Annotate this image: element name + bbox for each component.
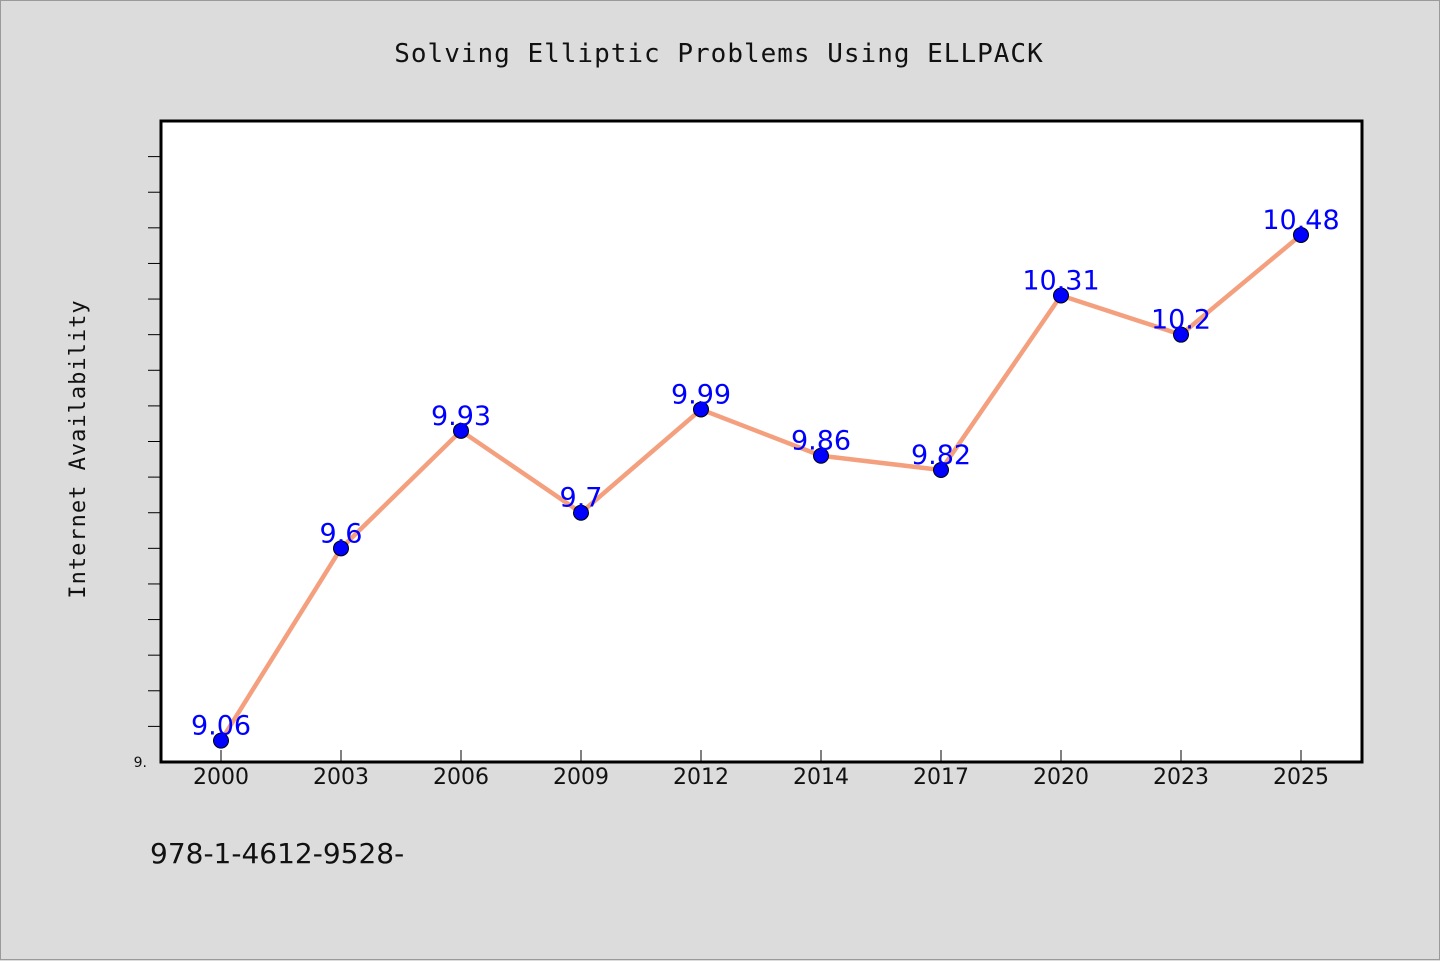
plot-area — [159, 119, 1364, 764]
x-tick-label: 2006 — [433, 765, 489, 790]
data-point — [573, 504, 589, 521]
data-point — [813, 447, 829, 464]
data-point — [333, 540, 349, 557]
data-label: 9.6 — [320, 518, 363, 549]
x-tick-label: 2023 — [1153, 765, 1209, 790]
data-point — [1293, 226, 1309, 243]
x-axis-ticks: 2000 2003 2006 2009 2012 2014 2017 2020 2023 2025 — [193, 750, 1329, 790]
x-tick-label: 2025 — [1273, 765, 1329, 790]
data-label: 9.82 — [911, 440, 971, 471]
data-point — [1173, 326, 1189, 343]
data-label: 9.7 — [560, 483, 603, 514]
data-point — [213, 732, 229, 749]
x-tick-label: 2003 — [313, 765, 369, 790]
data-label: 9.99 — [671, 379, 731, 410]
data-label: 9.06 — [191, 711, 251, 742]
footer-isbn-text: 978-1-4612-9528- — [150, 837, 404, 870]
x-tick-label: 2014 — [793, 765, 849, 790]
chart-title: Solving Elliptic Problems Using ELLPACK — [394, 39, 1043, 69]
data-points-layer — [213, 226, 1309, 749]
data-label: 9.93 — [431, 401, 491, 432]
data-point — [933, 461, 949, 478]
y-axis-label: Internet Availability — [66, 299, 91, 598]
data-point — [1053, 287, 1069, 304]
data-point — [453, 422, 469, 439]
data-label: 9.86 — [791, 426, 851, 457]
data-labels-layer: 9.06 9.6 9.93 9.7 9.99 9.86 9.82 10.31 10.2 10.48 — [191, 205, 1340, 742]
y-tick-label: 9. — [134, 755, 147, 771]
x-tick-label: 2017 — [913, 765, 969, 790]
x-tick-label: 2012 — [673, 765, 729, 790]
series-line — [218, 232, 1304, 743]
x-tick-label: 2020 — [1033, 765, 1089, 790]
data-point — [693, 401, 709, 418]
data-label: 10.48 — [1262, 205, 1339, 236]
y-axis-ticks: 9. — [134, 156, 160, 771]
data-label: 10.31 — [1022, 265, 1099, 296]
data-label: 10.2 — [1151, 305, 1211, 336]
x-tick-label: 2009 — [553, 765, 609, 790]
series-line-layer — [218, 232, 1304, 743]
x-tick-label: 2000 — [193, 765, 249, 790]
